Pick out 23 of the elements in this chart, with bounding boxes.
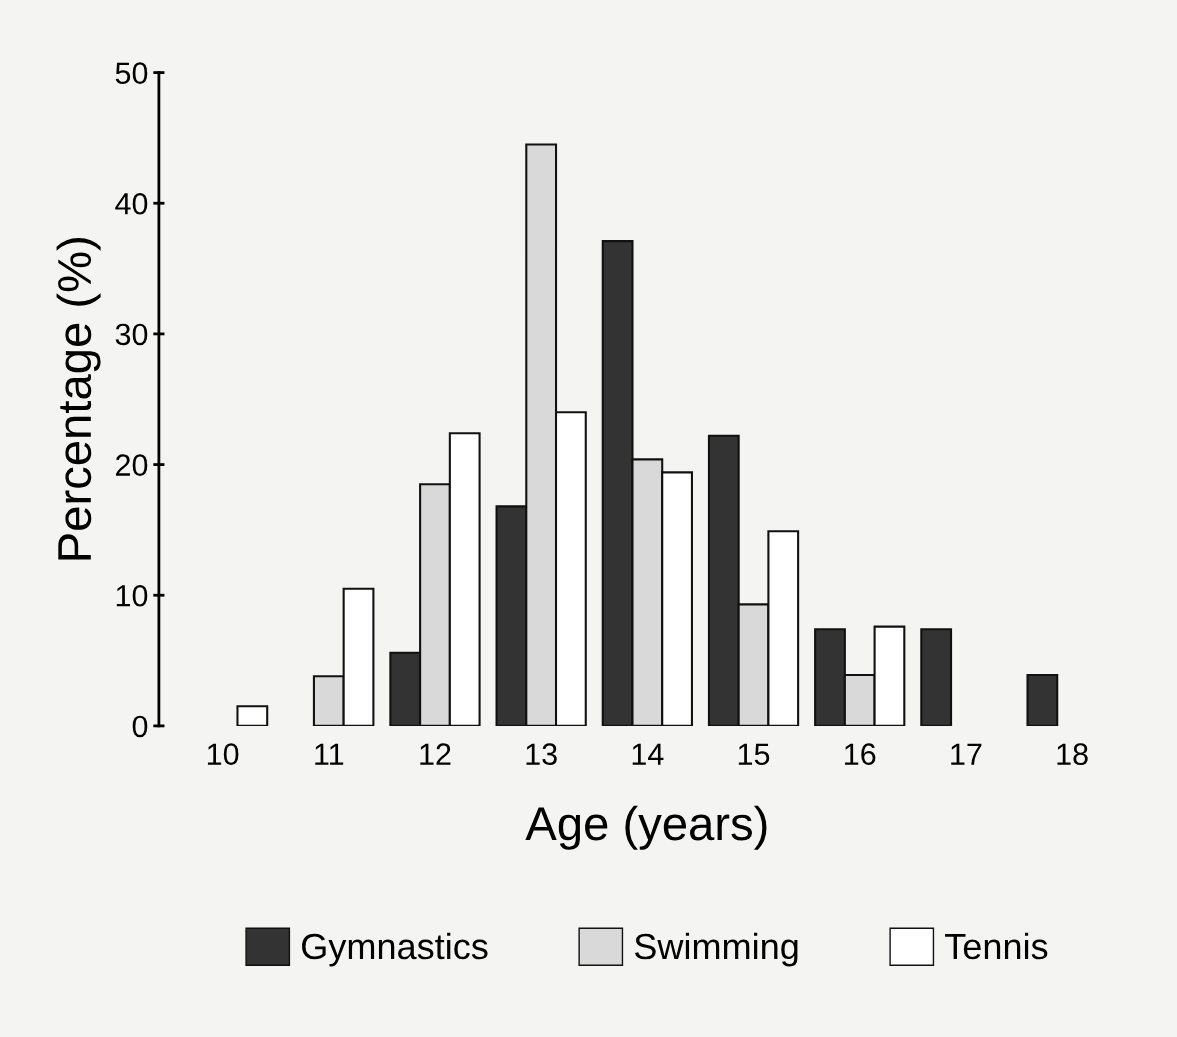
x-tick-label: 13 (526, 743, 557, 766)
bar (920, 628, 953, 726)
x-tick-label: 10 (207, 743, 239, 766)
legend-label: Swimming (634, 932, 798, 967)
x-tick-label: 17 (951, 743, 982, 765)
x-tick-label: 12 (420, 743, 451, 765)
y-tick-label: 10 (116, 584, 148, 607)
x-tick-label: 15 (738, 743, 770, 766)
y-tick-label: 30 (115, 323, 148, 346)
x-tick-label: 14 (632, 743, 664, 765)
x-tick-label: 18 (1057, 743, 1088, 766)
x-axis-title: Age (years) (525, 805, 767, 850)
y-tick-label: 0 (132, 715, 148, 738)
x-tick-label: 11 (315, 743, 344, 765)
bar (236, 705, 269, 726)
y-tick-label: 40 (115, 192, 148, 215)
y-tick-label: 20 (116, 454, 148, 476)
legend-label: Tennis (945, 932, 1048, 960)
y-axis-title: Percentage (%) (56, 238, 101, 560)
bar (1026, 673, 1059, 726)
x-tick-label: 16 (845, 743, 876, 766)
y-tick-label: 50 (115, 62, 148, 84)
legend-label: Gymnastics (302, 932, 488, 967)
